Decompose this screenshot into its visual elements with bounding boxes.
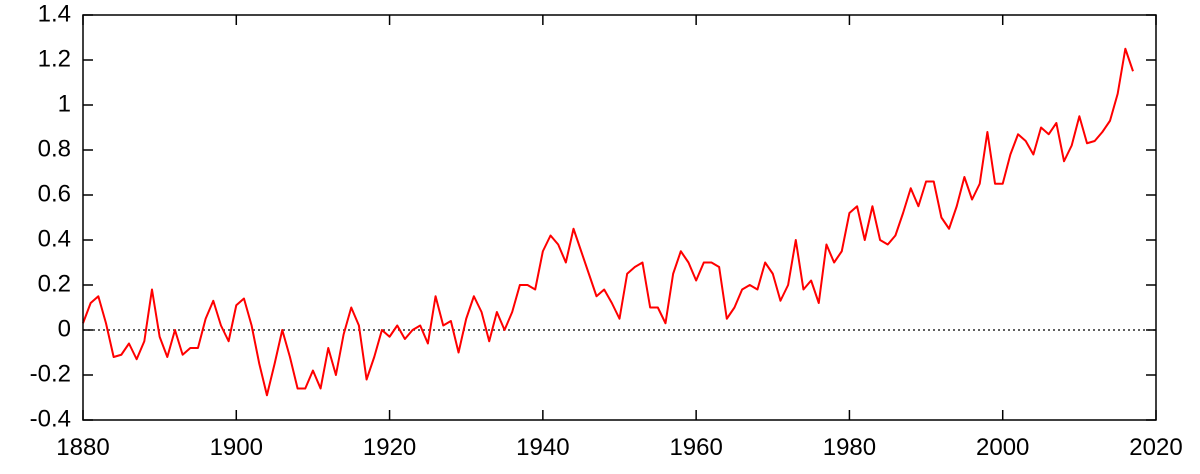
y-tick-label: 0.8 [38,135,71,162]
y-tick-label: 1 [58,90,71,117]
y-tick-label: 0 [58,315,71,342]
y-tick-label: -0.2 [30,360,71,387]
x-tick-label: 2000 [976,434,1029,461]
x-tick-label: 1900 [210,434,263,461]
y-tick-label: 0.4 [38,225,71,252]
y-tick-label: 0.6 [38,180,71,207]
x-tick-label: 1880 [56,434,109,461]
plot-frame [82,14,1157,421]
y-tick-label: 0.2 [38,270,71,297]
x-tick-label: 1980 [823,434,876,461]
x-tick-label: 1940 [516,434,569,461]
x-tick-label: 1960 [669,434,722,461]
x-tick-label: 2020 [1129,434,1182,461]
data-line [82,47,1134,397]
y-tick-label: -0.4 [30,405,71,432]
y-tick-label: 1.4 [38,0,71,27]
y-tick-label: 1.2 [38,45,71,72]
x-tick-label: 1920 [363,434,416,461]
